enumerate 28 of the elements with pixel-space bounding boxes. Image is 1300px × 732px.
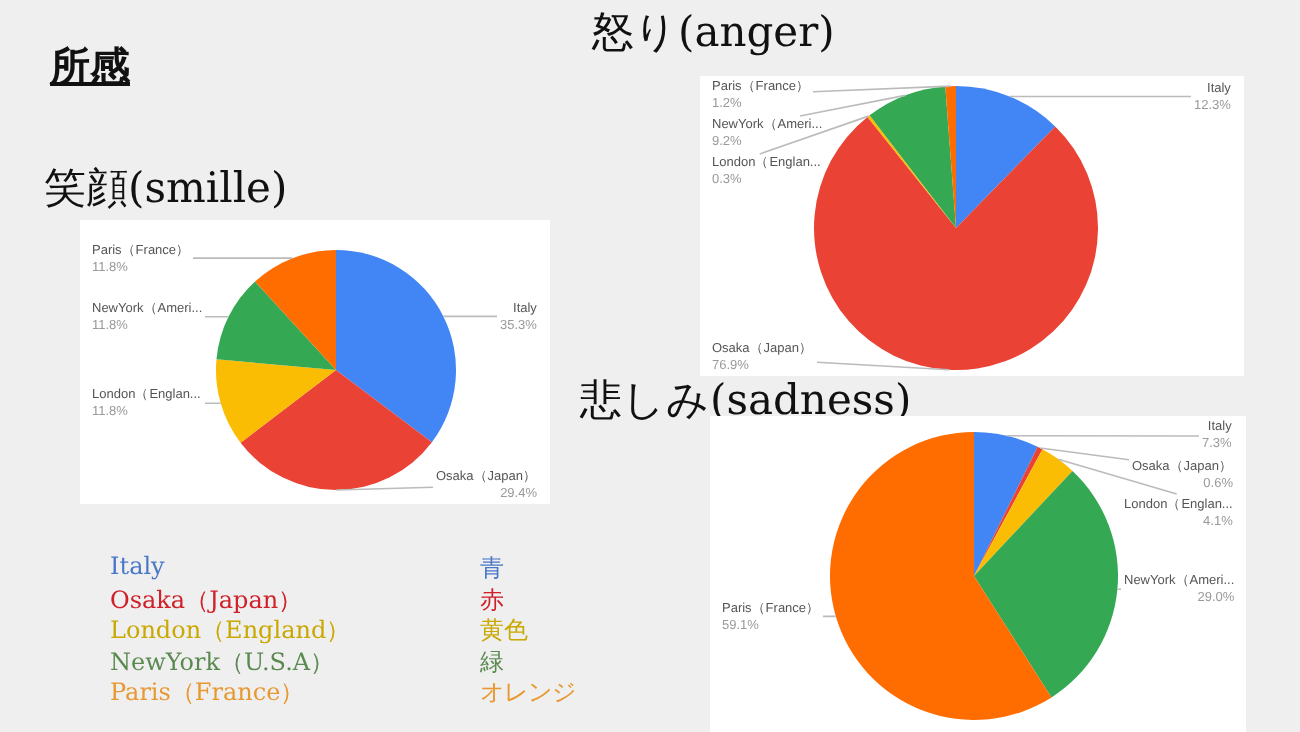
text: Paris（France）	[110, 676, 305, 710]
pie-slice	[974, 449, 1073, 576]
pie-slice	[336, 250, 456, 443]
text: London（England）	[110, 614, 351, 648]
text: 青	[480, 552, 504, 586]
text: 黄色	[480, 614, 528, 648]
pie-slice	[956, 86, 1056, 228]
text: NewYork（U.S.A）	[110, 645, 335, 679]
chart-title: 怒り(anger)	[592, 6, 835, 60]
pie-slice	[974, 446, 1043, 576]
text: 赤	[480, 583, 504, 617]
text: Osaka（Japan）	[110, 583, 303, 617]
pie-slice	[945, 86, 956, 228]
chart-title: 笑顔(smille)	[44, 162, 288, 216]
pie-slice	[240, 370, 432, 490]
text: オレンジ	[480, 676, 576, 710]
pie-slice	[867, 115, 956, 228]
pie-slice	[255, 250, 336, 370]
pie-slice	[974, 470, 1118, 698]
text: 所感	[50, 40, 130, 94]
text: 緑	[480, 645, 504, 679]
pie-slice	[974, 432, 1038, 576]
chart-title: 悲しみ(sadness)	[580, 374, 912, 428]
pie-slice	[869, 86, 956, 228]
text: Italy	[110, 552, 165, 580]
pie-slice	[216, 359, 336, 443]
pie-slice	[830, 432, 1052, 720]
pie-slice	[216, 281, 336, 370]
